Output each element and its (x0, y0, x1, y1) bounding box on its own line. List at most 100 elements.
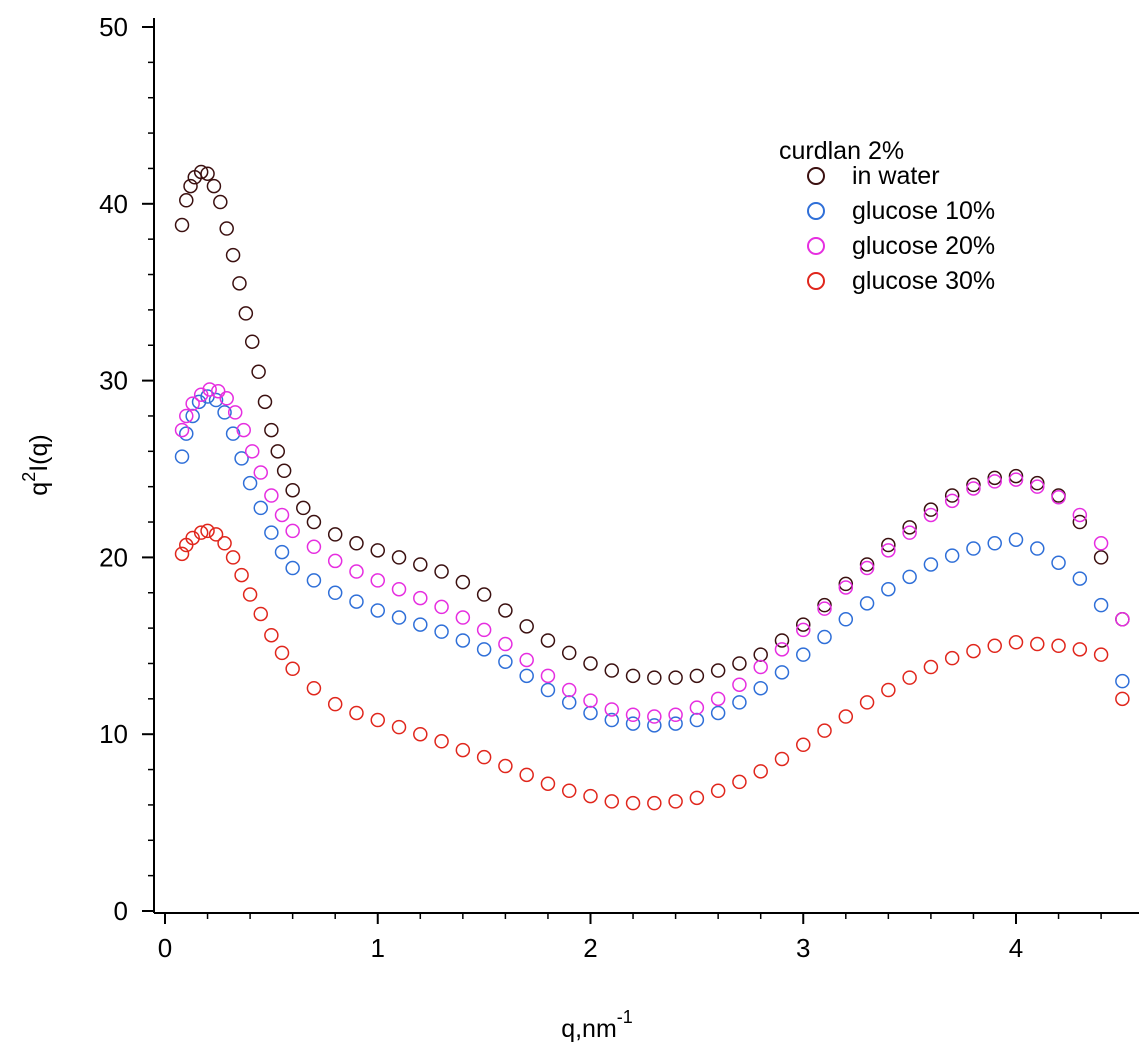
data-point (604, 712, 620, 728)
data-point (583, 656, 598, 671)
data-point (625, 668, 641, 684)
data-point (455, 610, 471, 625)
data-point (753, 659, 768, 675)
data-point (710, 663, 726, 678)
data-point (370, 573, 385, 588)
data-point (987, 474, 1002, 489)
data-point (796, 647, 811, 662)
data-point (227, 405, 243, 420)
data-point (253, 500, 268, 516)
data-point (327, 527, 343, 542)
data-point (193, 164, 209, 180)
data-point (234, 451, 249, 466)
data-point (413, 590, 428, 606)
data-point (174, 449, 190, 464)
legend-label: glucose 10% (852, 197, 995, 225)
data-point (710, 783, 726, 799)
data-point (1093, 597, 1109, 613)
data-point (174, 217, 190, 233)
data-point (732, 774, 747, 790)
data-point (753, 680, 768, 696)
data-point (1115, 673, 1130, 689)
data-point (234, 567, 249, 583)
data-point (253, 465, 268, 480)
data-point (668, 707, 683, 723)
data-point (193, 525, 209, 540)
data-point (274, 507, 290, 523)
data-point (208, 527, 224, 542)
data-point (206, 178, 222, 194)
data-point (232, 276, 247, 291)
data-point (1115, 612, 1130, 627)
data-point (213, 194, 228, 210)
legend-marker (807, 272, 825, 290)
data-point (732, 677, 747, 692)
data-point (455, 574, 471, 590)
data-point (966, 477, 981, 493)
data-point (859, 596, 875, 611)
data-point (179, 408, 194, 424)
data-point (817, 629, 832, 645)
data-point (1093, 647, 1109, 662)
data-point (285, 523, 300, 539)
data-point (1030, 541, 1045, 556)
data-point (583, 693, 598, 708)
data-point (902, 520, 917, 535)
data-point (498, 636, 513, 652)
data-point (604, 702, 620, 717)
data-point (583, 788, 598, 804)
data-point (944, 488, 960, 503)
data-point (1115, 691, 1130, 707)
data-point (413, 726, 428, 742)
data-point (274, 544, 290, 560)
data-point (647, 709, 662, 724)
data-point (264, 488, 279, 503)
data-point (923, 502, 939, 517)
data-point (732, 656, 747, 671)
data-point (923, 557, 939, 572)
data-point (413, 557, 428, 572)
data-point (796, 737, 811, 753)
data-point (689, 712, 705, 728)
data-point (689, 700, 705, 715)
data-point (202, 382, 217, 397)
data-point (1051, 555, 1066, 570)
data-point (1030, 636, 1045, 652)
data-point (191, 394, 207, 410)
data-point (710, 705, 726, 721)
data-point (349, 594, 364, 609)
data-point (923, 659, 939, 675)
data-point (327, 696, 343, 712)
data-point (519, 767, 534, 783)
data-point (370, 603, 385, 618)
data-point (236, 422, 251, 438)
data-point (349, 564, 364, 579)
data-point (391, 610, 407, 625)
data-point (185, 396, 200, 411)
data-point (796, 622, 811, 638)
data-point (944, 548, 960, 563)
data-point (434, 624, 449, 639)
data-point (881, 543, 896, 558)
data-point (306, 573, 322, 588)
series-1 (174, 389, 1130, 733)
data-point (817, 597, 832, 613)
data-point (774, 751, 790, 767)
data-point (774, 642, 790, 657)
data-point (540, 682, 556, 698)
data-point (225, 247, 241, 263)
data-point (944, 650, 960, 666)
y-ticks: 0 10 20 30 40 50 (99, 12, 154, 926)
data-point (257, 394, 273, 410)
data-point (413, 617, 428, 632)
data-point (270, 444, 286, 459)
data-point (859, 695, 875, 710)
data-point (689, 668, 705, 684)
data-point (349, 536, 364, 551)
data-point (859, 560, 875, 576)
data-point (1008, 468, 1024, 484)
data-point (306, 680, 322, 696)
data-point (306, 514, 322, 530)
data-point (455, 633, 471, 648)
